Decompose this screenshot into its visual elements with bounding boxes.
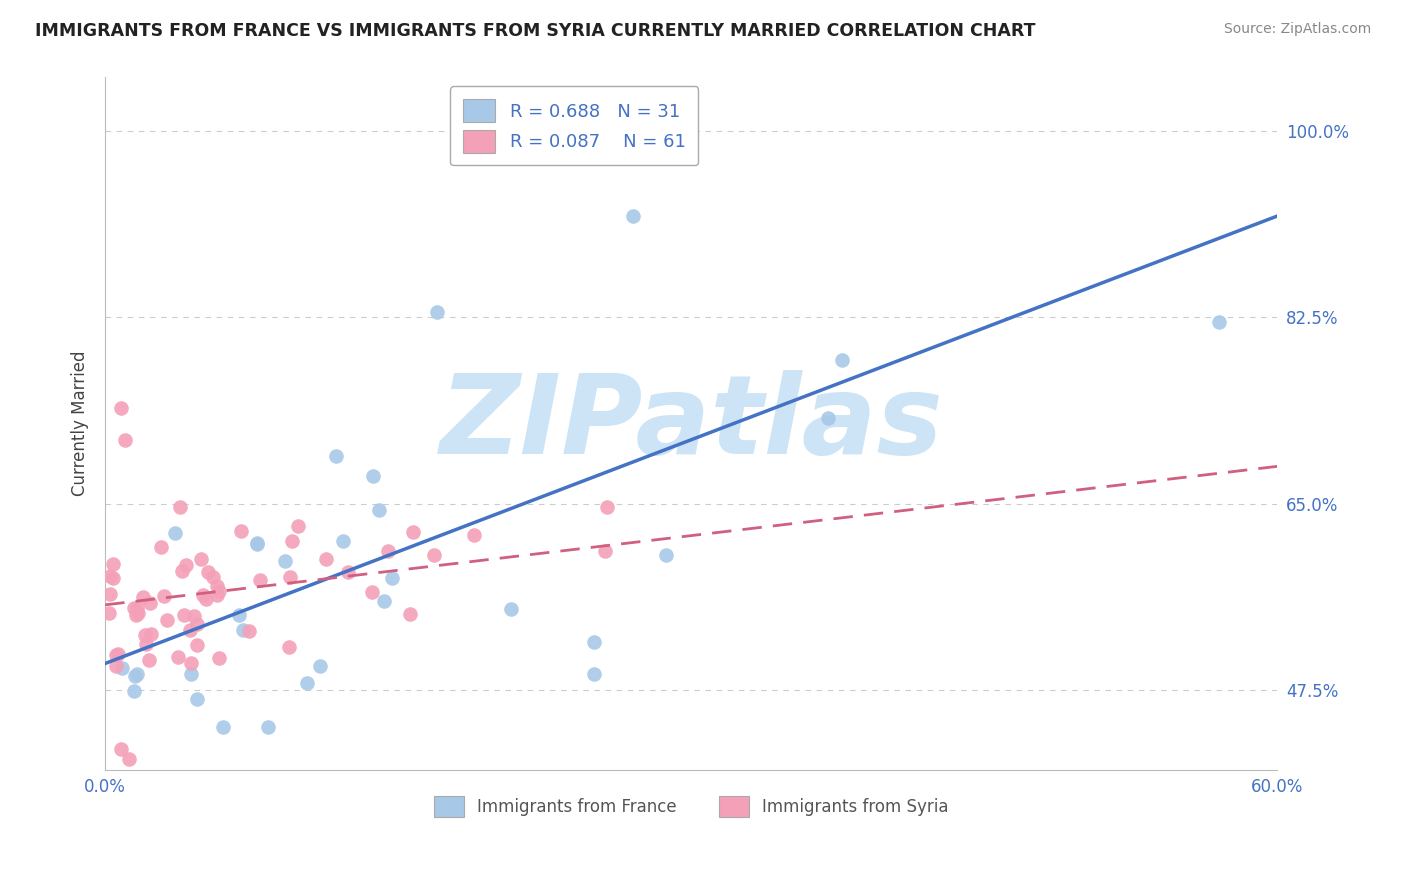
Point (118, 752, 141, 766)
Point (101, 571, 124, 585)
Point (287, 519, 309, 533)
Point (831, 352, 853, 367)
Point (278, 640, 301, 655)
Point (249, 573, 271, 587)
Point (205, 579, 228, 593)
Point (125, 667, 148, 681)
Point (170, 564, 193, 578)
Point (179, 624, 201, 638)
Point (402, 525, 425, 540)
Point (208, 584, 231, 599)
Point (197, 565, 219, 579)
Point (817, 411, 839, 425)
Point (246, 537, 269, 551)
Point (190, 552, 212, 566)
Point (246, 536, 269, 550)
Point (127, 601, 149, 615)
Point (138, 596, 160, 610)
Point (297, 676, 319, 690)
Point (195, 592, 218, 607)
Point (228, 607, 250, 622)
Point (107, 647, 129, 661)
Point (202, 570, 225, 584)
Point (274, 554, 297, 568)
Point (582, 667, 605, 681)
Point (173, 607, 195, 622)
Point (377, 543, 399, 558)
Point (186, 616, 208, 631)
Point (422, 548, 444, 562)
Point (186, 692, 208, 706)
Point (138, 653, 160, 667)
Point (122, 684, 145, 698)
Text: Source: ZipAtlas.com: Source: ZipAtlas.com (1223, 22, 1371, 37)
Point (98, 606, 121, 620)
Point (212, 720, 235, 734)
Point (125, 607, 148, 622)
Point (124, 669, 146, 683)
Point (180, 657, 202, 671)
Legend: Immigrants from France, Immigrants from Syria: Immigrants from France, Immigrants from … (427, 789, 955, 824)
Point (361, 585, 384, 599)
Point (111, 660, 134, 674)
Point (381, 571, 404, 585)
Point (110, 741, 132, 756)
Point (1208, 316, 1230, 330)
Point (499, 601, 522, 615)
Point (336, 565, 359, 579)
Point (207, 651, 229, 665)
Point (191, 588, 214, 602)
Point (174, 558, 197, 572)
Point (332, 534, 354, 549)
Point (593, 544, 616, 558)
Point (207, 588, 229, 602)
Point (110, 401, 132, 415)
Point (399, 607, 422, 621)
Point (582, 635, 605, 649)
Point (135, 637, 157, 651)
Point (180, 667, 202, 681)
Point (98, 569, 121, 583)
Point (127, 606, 149, 620)
Point (463, 528, 485, 542)
Point (122, 600, 145, 615)
Text: IMMIGRANTS FROM FRANCE VS IMMIGRANTS FROM SYRIA CURRENTLY MARRIED CORRELATION CH: IMMIGRANTS FROM FRANCE VS IMMIGRANTS FRO… (35, 22, 1036, 40)
Point (325, 450, 347, 464)
Point (280, 534, 302, 549)
Point (373, 594, 395, 608)
Point (152, 589, 174, 603)
Point (278, 570, 301, 584)
Point (169, 500, 191, 515)
Point (315, 551, 337, 566)
Point (149, 540, 172, 554)
Point (141, 627, 163, 641)
Point (101, 557, 124, 571)
Point (621, 209, 644, 223)
Point (596, 500, 619, 515)
Point (238, 624, 260, 639)
Y-axis label: Currently Married: Currently Married (72, 351, 89, 497)
Point (165, 526, 187, 541)
Point (114, 433, 136, 447)
Point (98, 587, 121, 601)
Point (167, 649, 190, 664)
Point (256, 720, 278, 734)
Point (309, 659, 332, 673)
Point (426, 305, 449, 319)
Text: ZIPatlas: ZIPatlas (440, 370, 943, 477)
Point (655, 548, 678, 562)
Point (134, 628, 156, 642)
Point (232, 623, 254, 637)
Point (367, 502, 389, 516)
Point (105, 658, 128, 673)
Point (183, 609, 205, 624)
Point (156, 613, 179, 627)
Point (229, 524, 252, 539)
Point (104, 648, 127, 662)
Point (132, 590, 155, 604)
Point (361, 468, 384, 483)
Point (186, 639, 208, 653)
